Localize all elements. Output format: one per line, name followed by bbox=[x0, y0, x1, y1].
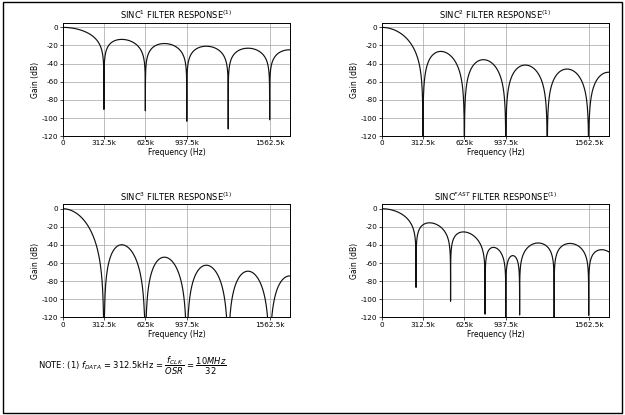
X-axis label: Frequency (Hz): Frequency (Hz) bbox=[148, 149, 205, 157]
Title: SINC$^{FAST}$ FILTER RESPONSE$^{(1)}$: SINC$^{FAST}$ FILTER RESPONSE$^{(1)}$ bbox=[434, 190, 557, 203]
Y-axis label: Gain (dB): Gain (dB) bbox=[31, 61, 40, 98]
X-axis label: Frequency (Hz): Frequency (Hz) bbox=[467, 330, 524, 339]
Title: SINC$^3$ FILTER RESPONSE$^{(1)}$: SINC$^3$ FILTER RESPONSE$^{(1)}$ bbox=[120, 190, 232, 203]
Title: SINC$^1$ FILTER RESPONSE$^{(1)}$: SINC$^1$ FILTER RESPONSE$^{(1)}$ bbox=[120, 9, 232, 21]
X-axis label: Frequency (Hz): Frequency (Hz) bbox=[467, 149, 524, 157]
Text: NOTE: (1) $f_{DATA}$ = 312.5kHz = $\dfrac{f_{CLK}}{OSR}$ = $\dfrac{10MHz}{32}$: NOTE: (1) $f_{DATA}$ = 312.5kHz = $\dfra… bbox=[38, 354, 226, 376]
Title: SINC$^2$ FILTER RESPONSE$^{(1)}$: SINC$^2$ FILTER RESPONSE$^{(1)}$ bbox=[439, 9, 552, 21]
X-axis label: Frequency (Hz): Frequency (Hz) bbox=[148, 330, 205, 339]
Y-axis label: Gain (dB): Gain (dB) bbox=[350, 243, 359, 279]
Y-axis label: Gain (dB): Gain (dB) bbox=[31, 243, 40, 279]
Y-axis label: Gain (dB): Gain (dB) bbox=[350, 61, 359, 98]
